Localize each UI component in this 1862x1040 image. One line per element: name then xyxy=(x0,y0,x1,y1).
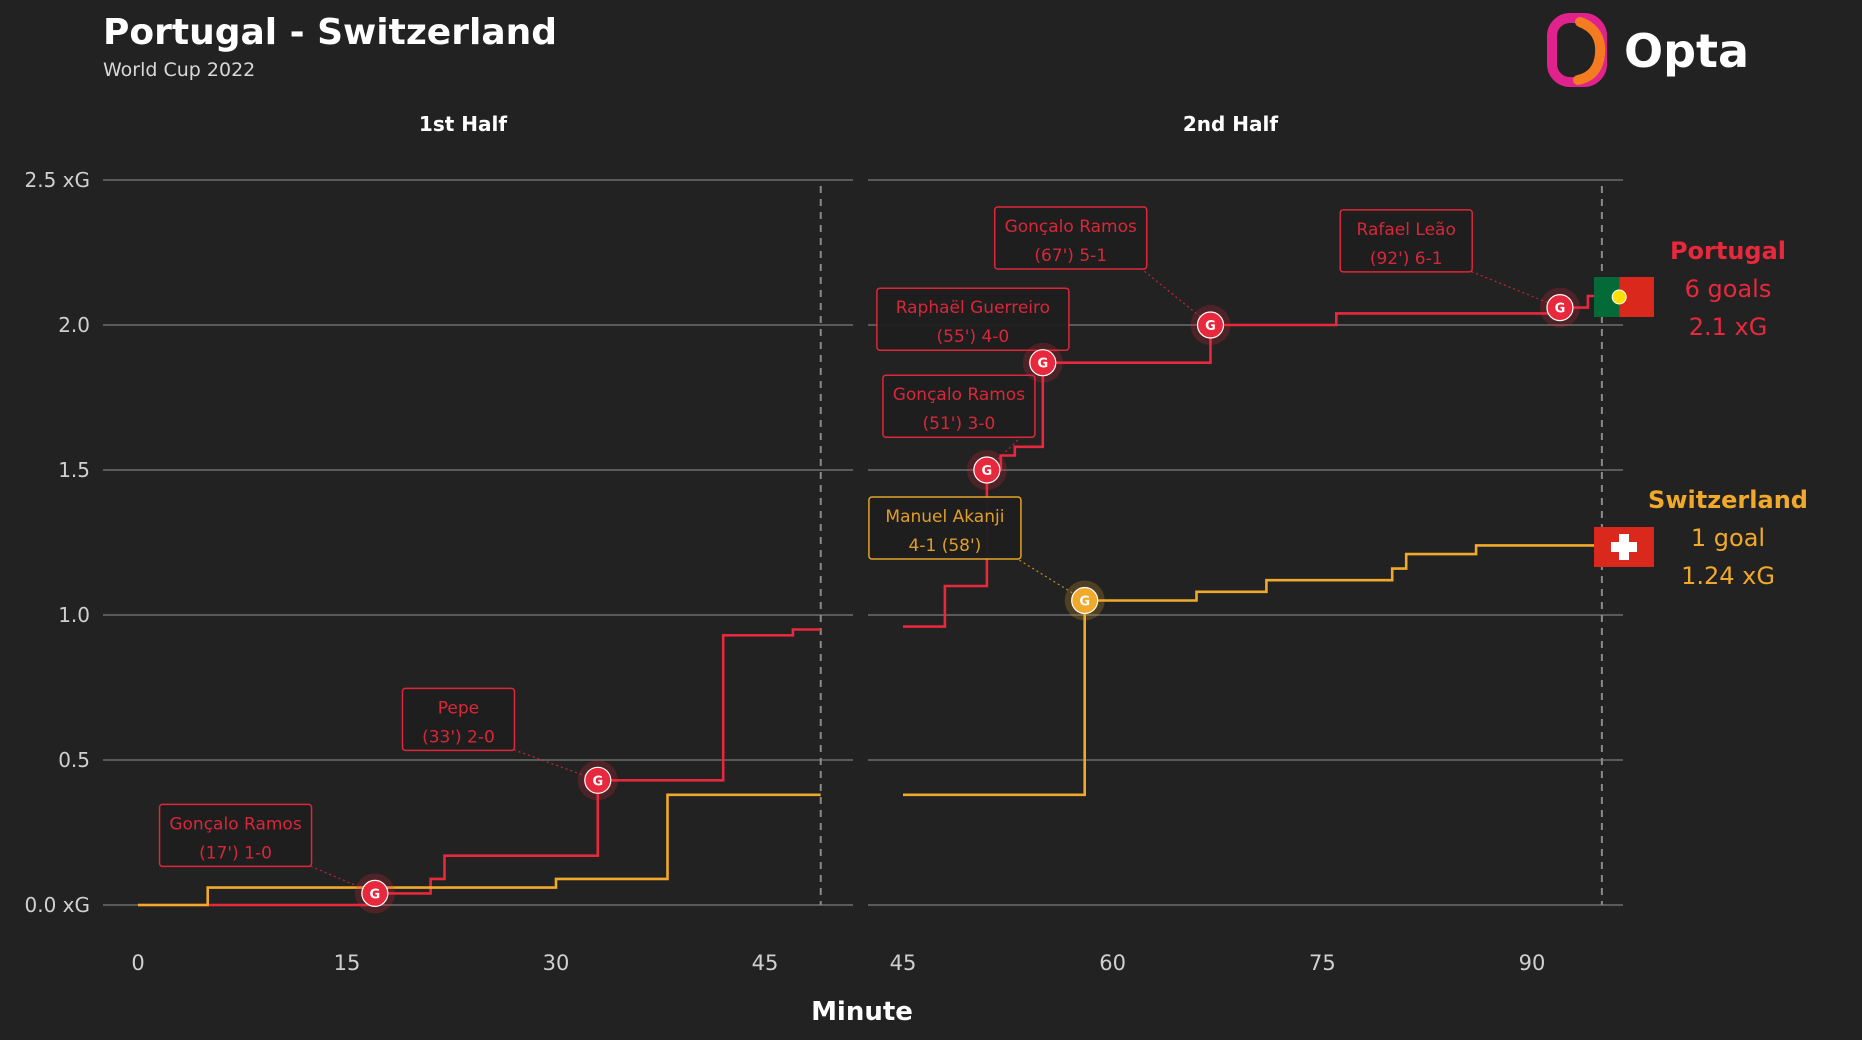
goal-marker-label: G xyxy=(982,464,993,479)
goal-marker-icon xyxy=(361,879,389,908)
opta-logo-accent xyxy=(1573,17,1606,85)
x-tick-label: 90 xyxy=(1519,951,1546,975)
goal-label-text: Rafael Leão xyxy=(1357,220,1456,240)
legend-entry-text: 2.1 xG xyxy=(1689,313,1768,341)
chart-subtitle: World Cup 2022 xyxy=(103,59,255,81)
chart-title: Portugal - Switzerland xyxy=(103,12,557,53)
goal-marker-label: G xyxy=(1037,357,1048,372)
legend: Portugal 6 goals 2.1 xG Switzerland 1 goal 1.… xyxy=(1594,237,1808,590)
goal-annotation: Rafael Leão (92') 6-1 G xyxy=(1339,209,1580,328)
goal-label-text: (17') 1-0 xyxy=(199,843,272,863)
y-tick-label: 2.0 xyxy=(58,313,90,337)
switzerland-flag-cross-icon xyxy=(1611,542,1637,552)
x-tick-label: 30 xyxy=(543,951,570,975)
series-layer xyxy=(138,294,1602,907)
goal-label-box xyxy=(401,687,516,752)
goal-marker-icon xyxy=(584,766,612,794)
y-tick-label: 2.5 xG xyxy=(25,168,91,192)
goal-label-text: Manuel Akanji xyxy=(885,507,1004,527)
legend-entry-text: Switzerland xyxy=(1648,486,1808,514)
x-tick-label: 60 xyxy=(1099,951,1126,975)
goal-label-box xyxy=(868,496,1022,560)
x-tick-label: 75 xyxy=(1309,951,1336,975)
goal-marker-icon xyxy=(1071,586,1099,615)
legend-entry-text: Portugal xyxy=(1670,237,1786,265)
goal-leader-line xyxy=(1136,264,1211,326)
legend-entry-text: 1 goal xyxy=(1691,524,1765,552)
goal-label-text: (55') 4-0 xyxy=(937,327,1010,347)
goal-label-text: Pepe xyxy=(438,698,479,718)
half-label: 2nd Half xyxy=(1183,112,1279,136)
opta-logo: Opta xyxy=(1547,13,1749,87)
goal-leader-line xyxy=(504,745,599,781)
goal-label-text: Gonçalo Ramos xyxy=(893,385,1025,405)
goal-label-box xyxy=(1339,209,1473,273)
x-tick-label: 45 xyxy=(752,951,779,975)
goal-marker-icon xyxy=(1196,311,1225,339)
portugal-flag-emblem-icon xyxy=(1611,289,1627,305)
goal-label-text: (67') 5-1 xyxy=(1034,246,1107,266)
goal-label-text: (33') 2-0 xyxy=(422,727,495,747)
opta-logo-text: Opta xyxy=(1624,24,1749,78)
goal-marker-icon xyxy=(1029,349,1057,377)
goal-annotation: Raphaël Guerreiro (55') 4-0 G xyxy=(876,287,1070,383)
goal-marker-label: G xyxy=(1079,595,1090,610)
goal-marker-label: G xyxy=(1555,302,1566,317)
goal-marker-icon xyxy=(1546,294,1574,322)
goal-leader-line xyxy=(986,432,1026,471)
goal-marker-icon xyxy=(973,456,1001,484)
goal-marker-label: G xyxy=(370,887,381,902)
y-tick-label: 1.0 xyxy=(58,603,90,627)
goal-label-text: Gonçalo Ramos xyxy=(1005,217,1137,237)
y-tick-label: 1.5 xyxy=(58,458,90,482)
y-tick-label: 0.5 xyxy=(58,748,90,772)
goal-annotation: Gonçalo Ramos (67') 5-1 G xyxy=(993,206,1231,345)
goal-label-text: 4-1 (58') xyxy=(909,536,982,556)
goal-annotation: Pepe (33') 2-0 G xyxy=(401,687,618,801)
goal-label-text: (92') 6-1 xyxy=(1370,249,1443,269)
goal-annotation: Gonçalo Ramos (51') 3-0 G xyxy=(882,374,1036,490)
goal-label-box xyxy=(882,374,1036,438)
legend-entry-text: 1.24 xG xyxy=(1681,562,1775,590)
switzerland-xg-line xyxy=(138,793,821,907)
x-tick-label: 15 xyxy=(334,951,361,975)
x-axis-label: Minute xyxy=(811,997,913,1027)
legend-entry-text: 6 goals xyxy=(1685,275,1772,303)
switzerland-xg-line xyxy=(903,544,1602,797)
goal-marker-label: G xyxy=(1205,319,1216,334)
goal-marker-label: G xyxy=(592,774,603,789)
goal-label-text: Gonçalo Ramos xyxy=(169,814,301,834)
goal-label-text: Raphaël Guerreiro xyxy=(896,298,1050,318)
y-tick-label: 0.0 xG xyxy=(25,893,91,917)
goal-label-box xyxy=(158,803,313,868)
x-tick-label: 45 xyxy=(890,951,917,975)
goal-annotation: Manuel Akanji 4-1 (58') G xyxy=(868,496,1105,621)
goal-label-box xyxy=(876,287,1070,351)
half-label: 1st Half xyxy=(419,112,507,136)
goal-label-box xyxy=(993,206,1148,270)
x-tick-label: 0 xyxy=(131,951,144,975)
goal-annotation: Gonçalo Ramos (17') 1-0 G xyxy=(158,803,395,914)
goal-label-text: (51') 3-0 xyxy=(923,414,996,434)
